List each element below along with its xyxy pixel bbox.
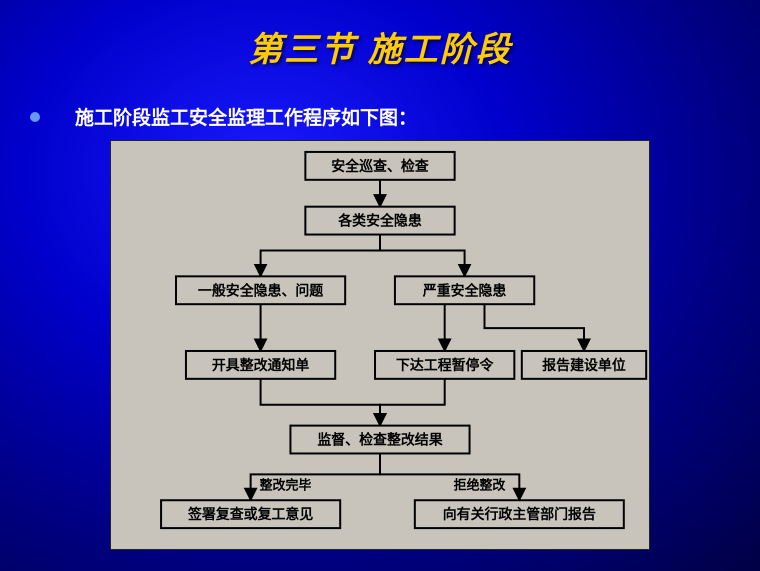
node-label-n5: 开具整改通知单 bbox=[212, 357, 310, 373]
edge-n5-n8 bbox=[261, 379, 380, 426]
flowchart-container: 整改完毕 拒绝整改 安全巡查、检查各类安全隐患一般安全隐患、问题 严重安全隐患开具整改… bbox=[110, 140, 650, 550]
edge-n2-n4 bbox=[380, 235, 465, 277]
node-label-n6: 下达工程暂停令 bbox=[396, 357, 495, 373]
node-label-n7: 报告建设单位 bbox=[542, 357, 626, 373]
node-label-n1: 安全巡查、检查 bbox=[331, 158, 429, 174]
subtitle-row: 施工阶段监工安全监理工作程序如下图： bbox=[30, 103, 760, 130]
edge-n4-n7 bbox=[484, 304, 584, 351]
slide-subtitle: 施工阶段监工安全监理工作程序如下图： bbox=[75, 103, 417, 130]
node-label-n3: 一般安全隐患、问题 bbox=[198, 282, 323, 298]
node-label-n10: 向有关行政主管部门报告 bbox=[443, 506, 596, 522]
node-label-n9: 签署复查或复工意见 bbox=[187, 506, 313, 522]
node-label-n4: 严重安全隐患 bbox=[422, 282, 507, 298]
flowchart-svg: 整改完毕 拒绝整改 安全巡查、检查各类安全隐患一般安全隐患、问题 严重安全隐患开具整改… bbox=[111, 141, 649, 549]
node-label-n8: 监督、检查整改结果 bbox=[317, 432, 442, 448]
edge-label: 整改完毕 bbox=[259, 477, 312, 492]
slide-title: 第三节 施工阶段 bbox=[0, 0, 760, 71]
edge-n6-n8 bbox=[380, 379, 445, 426]
edge-n2-n3 bbox=[261, 235, 380, 277]
bullet-icon bbox=[30, 112, 40, 122]
edge-label: 拒绝整改 bbox=[454, 477, 506, 492]
node-label-n2: 各类安全隐患 bbox=[337, 213, 422, 229]
